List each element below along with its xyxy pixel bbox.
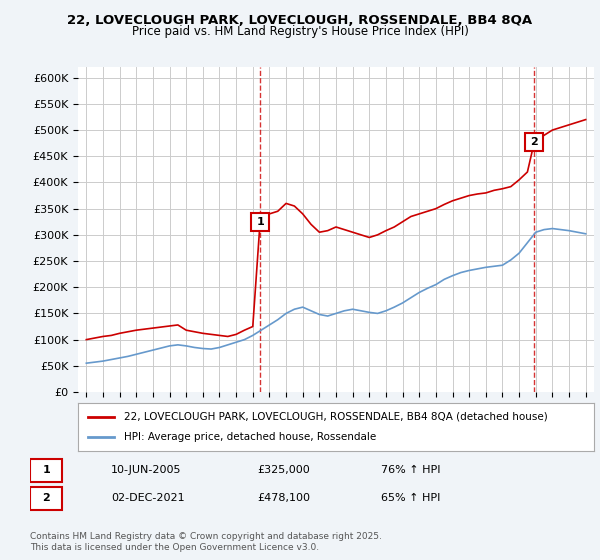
Text: 1: 1 bbox=[256, 217, 264, 227]
Text: 2: 2 bbox=[530, 137, 538, 147]
Text: 65% ↑ HPI: 65% ↑ HPI bbox=[381, 493, 440, 503]
Text: 1: 1 bbox=[43, 465, 50, 475]
Text: 22, LOVECLOUGH PARK, LOVECLOUGH, ROSSENDALE, BB4 8QA (detached house): 22, LOVECLOUGH PARK, LOVECLOUGH, ROSSEND… bbox=[124, 412, 548, 422]
Text: 2: 2 bbox=[43, 493, 50, 503]
Text: 22, LOVECLOUGH PARK, LOVECLOUGH, ROSSENDALE, BB4 8QA: 22, LOVECLOUGH PARK, LOVECLOUGH, ROSSEND… bbox=[67, 14, 533, 27]
Text: Price paid vs. HM Land Registry's House Price Index (HPI): Price paid vs. HM Land Registry's House … bbox=[131, 25, 469, 38]
Text: 10-JUN-2005: 10-JUN-2005 bbox=[111, 465, 182, 475]
FancyBboxPatch shape bbox=[30, 487, 62, 510]
Text: Contains HM Land Registry data © Crown copyright and database right 2025.
This d: Contains HM Land Registry data © Crown c… bbox=[30, 532, 382, 552]
Text: HPI: Average price, detached house, Rossendale: HPI: Average price, detached house, Ross… bbox=[124, 432, 377, 442]
Text: 76% ↑ HPI: 76% ↑ HPI bbox=[381, 465, 440, 475]
FancyBboxPatch shape bbox=[30, 459, 62, 482]
Text: 02-DEC-2021: 02-DEC-2021 bbox=[111, 493, 185, 503]
Text: £478,100: £478,100 bbox=[257, 493, 310, 503]
Text: £325,000: £325,000 bbox=[257, 465, 310, 475]
